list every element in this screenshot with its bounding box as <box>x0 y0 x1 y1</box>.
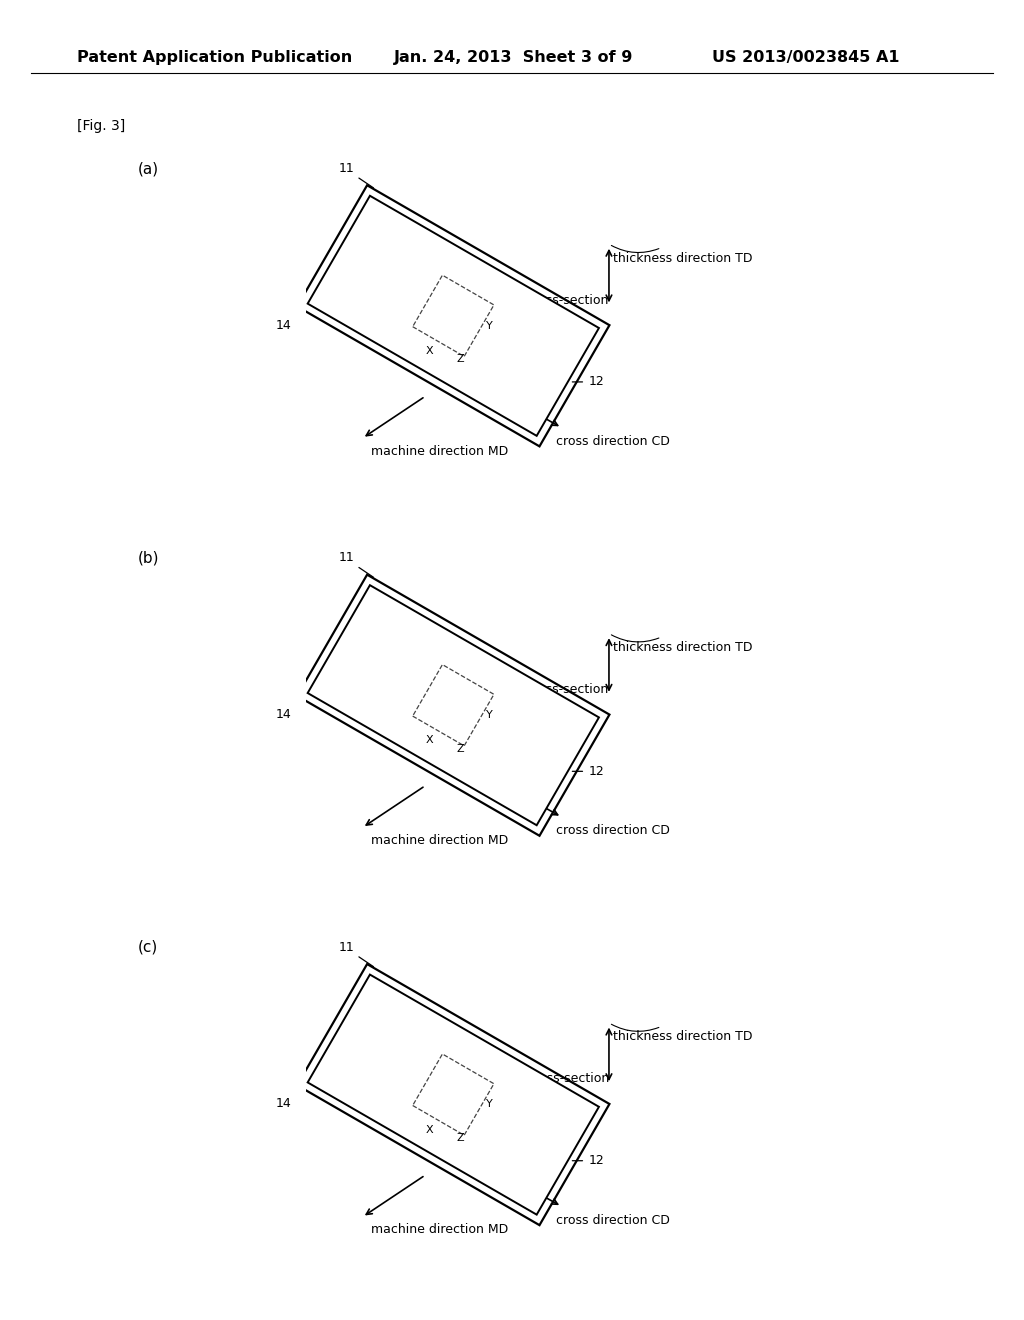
Text: X: X <box>426 346 433 356</box>
Text: cross direction CD: cross direction CD <box>556 1213 671 1226</box>
Text: Y: Y <box>486 1100 494 1109</box>
Text: US 2013/0023845 A1: US 2013/0023845 A1 <box>712 50 899 65</box>
Text: Jan. 24, 2013  Sheet 3 of 9: Jan. 24, 2013 Sheet 3 of 9 <box>394 50 634 65</box>
Text: thickness direction TD: thickness direction TD <box>613 252 753 264</box>
Text: 12: 12 <box>589 764 604 777</box>
Text: 14: 14 <box>276 318 292 331</box>
Text: [Fig. 3]: [Fig. 3] <box>77 119 125 133</box>
Text: thickness direction TD: thickness direction TD <box>613 642 753 653</box>
Text: cross direction CD: cross direction CD <box>556 824 671 837</box>
Text: machine direction MD: machine direction MD <box>371 445 508 458</box>
Text: (a): (a) <box>138 161 160 176</box>
Text: thickness direction TD: thickness direction TD <box>613 1031 753 1043</box>
Text: XY cross-section: XY cross-section <box>506 293 608 306</box>
Text: X: X <box>426 735 433 746</box>
Text: Y: Y <box>486 710 494 719</box>
Text: Z: Z <box>457 743 465 754</box>
Text: 14: 14 <box>276 1097 292 1110</box>
Polygon shape <box>307 585 599 825</box>
Text: Z: Z <box>457 1133 465 1143</box>
Text: YZ cross-section: YZ cross-section <box>506 682 608 696</box>
Text: Y: Y <box>486 321 494 330</box>
Text: X: X <box>426 1125 433 1135</box>
Text: cross direction CD: cross direction CD <box>556 434 671 447</box>
Text: XZ cross-section: XZ cross-section <box>506 1072 609 1085</box>
Polygon shape <box>307 195 599 436</box>
Text: (c): (c) <box>138 940 159 954</box>
Text: 11: 11 <box>339 162 355 174</box>
Text: 12: 12 <box>589 1154 604 1167</box>
Text: 11: 11 <box>339 941 355 953</box>
Text: (b): (b) <box>138 550 160 565</box>
Text: 12: 12 <box>589 375 604 388</box>
Text: 11: 11 <box>339 552 355 564</box>
Text: 14: 14 <box>276 708 292 721</box>
Text: machine direction MD: machine direction MD <box>371 834 508 847</box>
Polygon shape <box>307 974 599 1214</box>
Text: Z: Z <box>457 354 465 364</box>
Text: machine direction MD: machine direction MD <box>371 1224 508 1237</box>
Text: Patent Application Publication: Patent Application Publication <box>77 50 352 65</box>
